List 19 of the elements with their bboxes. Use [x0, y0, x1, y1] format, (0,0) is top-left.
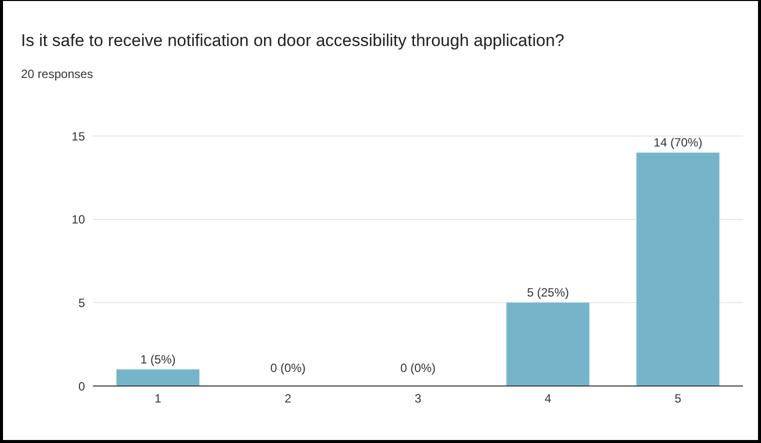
bar: [116, 369, 200, 386]
bar: [506, 302, 590, 386]
x-tick-label: 2: [284, 392, 292, 406]
data-label: 0 (0%): [400, 361, 436, 375]
x-tick-label: 5: [674, 392, 682, 406]
data-label: 1 (5%): [140, 352, 176, 366]
x-tick-label: 3: [414, 392, 422, 406]
x-tick-label: 1: [154, 392, 162, 406]
y-tick-label: 0: [78, 379, 86, 394]
data-label: 5 (25%): [526, 286, 570, 300]
y-tick-label: 10: [72, 212, 86, 227]
bar: [636, 152, 720, 386]
chart-title: Is it safe to receive notification on door accessibility through application?: [21, 31, 564, 51]
data-label: 14 (70%): [654, 136, 702, 150]
y-tick-label: 5: [78, 296, 86, 310]
data-label: 0 (0%): [270, 361, 306, 375]
x-tick-label: 4: [544, 392, 552, 406]
chart-subtitle: 20 responses: [21, 67, 94, 81]
y-tick-label: 15: [72, 129, 86, 144]
